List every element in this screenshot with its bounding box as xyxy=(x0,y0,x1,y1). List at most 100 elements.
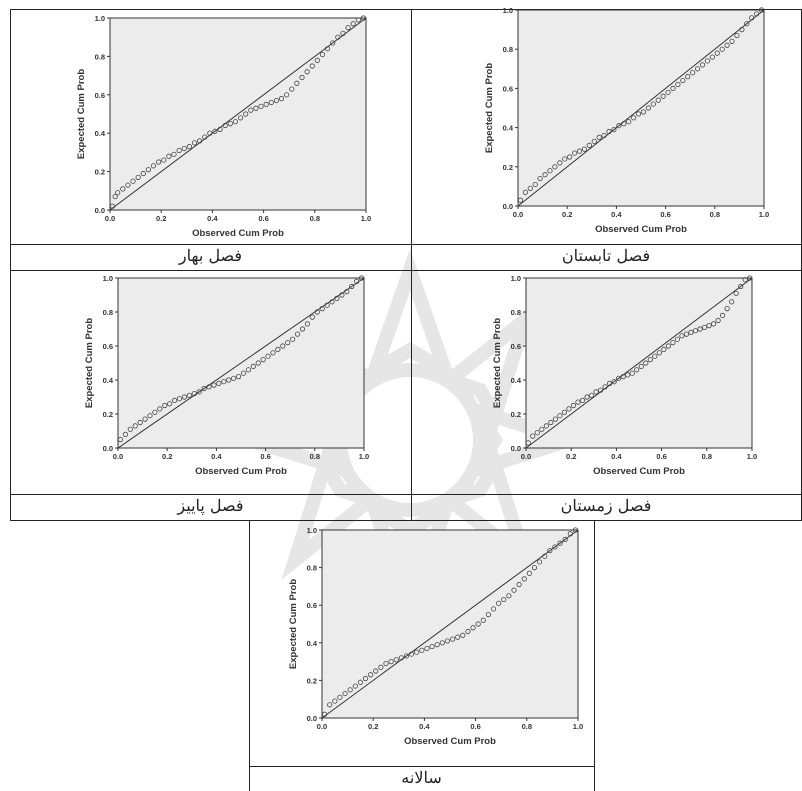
x-tick-label: 0.8 xyxy=(310,452,320,461)
data-point xyxy=(724,42,730,48)
data-point xyxy=(135,174,141,180)
y-tick-label: 0.4 xyxy=(103,376,114,385)
data-point xyxy=(567,154,573,160)
data-point xyxy=(132,423,138,429)
x-tick-label: 0.6 xyxy=(656,452,666,461)
data-point xyxy=(567,531,573,537)
data-point xyxy=(278,96,285,102)
x-tick-label: 1.0 xyxy=(573,722,583,731)
data-point xyxy=(557,540,563,546)
data-point xyxy=(197,138,203,144)
data-point xyxy=(120,186,126,192)
y-tick-label: 0.4 xyxy=(511,376,522,385)
data-point xyxy=(566,406,572,412)
data-point xyxy=(152,409,158,415)
data-point xyxy=(710,321,717,327)
data-point xyxy=(360,15,367,21)
data-point xyxy=(250,363,256,370)
data-point xyxy=(647,357,653,363)
data-point xyxy=(388,659,394,665)
data-point xyxy=(747,275,753,281)
data-point xyxy=(319,305,325,312)
data-point xyxy=(166,153,172,159)
data-point xyxy=(480,617,486,623)
data-point xyxy=(675,81,681,88)
pp-plot-spring: 0.00.0 0.2 0.2 0.4 0.4 0.6 0.6 0.8 0.8 1.0 1.0 Obse… xyxy=(76,14,371,239)
data-point xyxy=(670,340,676,346)
data-point xyxy=(340,30,346,36)
data-point xyxy=(349,283,355,290)
data-point xyxy=(758,7,765,13)
data-point xyxy=(694,66,701,72)
data-point xyxy=(304,321,311,327)
data-point xyxy=(724,305,730,312)
y-tick-label: 0.6 xyxy=(103,342,113,351)
data-point xyxy=(191,140,198,146)
x-tick-label: 0.0 xyxy=(317,722,327,731)
data-point xyxy=(352,683,358,689)
data-point xyxy=(253,105,259,111)
data-point xyxy=(575,399,581,405)
data-point xyxy=(294,331,301,337)
data-point xyxy=(265,353,271,359)
data-point xyxy=(460,632,466,638)
data-point xyxy=(543,423,549,429)
data-point xyxy=(145,167,152,173)
data-point xyxy=(611,379,617,385)
data-point xyxy=(522,189,528,195)
data-point xyxy=(537,175,543,182)
data-point xyxy=(611,126,617,133)
data-point xyxy=(539,426,545,432)
data-point xyxy=(501,596,507,603)
data-point xyxy=(245,367,251,373)
data-point xyxy=(552,164,558,170)
data-point xyxy=(255,360,261,366)
x-tick-label: 0.2 xyxy=(162,452,172,461)
data-point xyxy=(357,679,364,685)
data-point xyxy=(593,389,599,395)
data-point xyxy=(679,333,685,339)
data-point xyxy=(147,413,153,419)
data-point xyxy=(742,277,748,283)
data-point xyxy=(248,107,254,113)
data-point xyxy=(383,660,389,667)
data-point xyxy=(294,80,300,86)
y-tick-label: 0.6 xyxy=(95,91,105,100)
data-point xyxy=(285,340,291,346)
x-tick-label: 0.0 xyxy=(521,452,531,461)
data-point xyxy=(314,57,320,63)
data-point xyxy=(596,134,602,140)
x-tick-label: 0.4 xyxy=(211,452,222,461)
data-point xyxy=(699,62,706,68)
data-point xyxy=(263,101,269,108)
data-point xyxy=(548,419,554,426)
data-point xyxy=(665,89,671,95)
data-point xyxy=(665,343,671,349)
data-point xyxy=(704,58,711,64)
data-point xyxy=(542,553,548,559)
data-point xyxy=(398,655,404,661)
data-point xyxy=(729,38,735,44)
data-point xyxy=(240,370,247,376)
y-tick-label: 0.2 xyxy=(503,163,513,172)
data-point xyxy=(674,336,681,342)
grid-row2-bottom xyxy=(10,520,802,521)
data-point xyxy=(137,419,143,426)
data-point xyxy=(749,15,755,21)
reference-line xyxy=(109,17,367,211)
data-point xyxy=(337,694,343,700)
data-point xyxy=(701,324,708,330)
data-point xyxy=(532,181,538,188)
data-point xyxy=(350,21,356,27)
y-axis-label: Expected Cum Prob xyxy=(76,69,87,159)
data-point xyxy=(579,397,586,403)
x-tick-label: 1.0 xyxy=(361,214,371,223)
x-tick-label: 1.0 xyxy=(747,452,757,461)
data-point xyxy=(655,97,661,103)
data-point xyxy=(616,375,622,381)
data-point xyxy=(289,86,295,92)
data-point xyxy=(339,292,345,298)
data-point xyxy=(186,392,192,398)
y-tick-label: 0.2 xyxy=(103,410,113,419)
y-tick-label: 0.0 xyxy=(511,444,521,453)
